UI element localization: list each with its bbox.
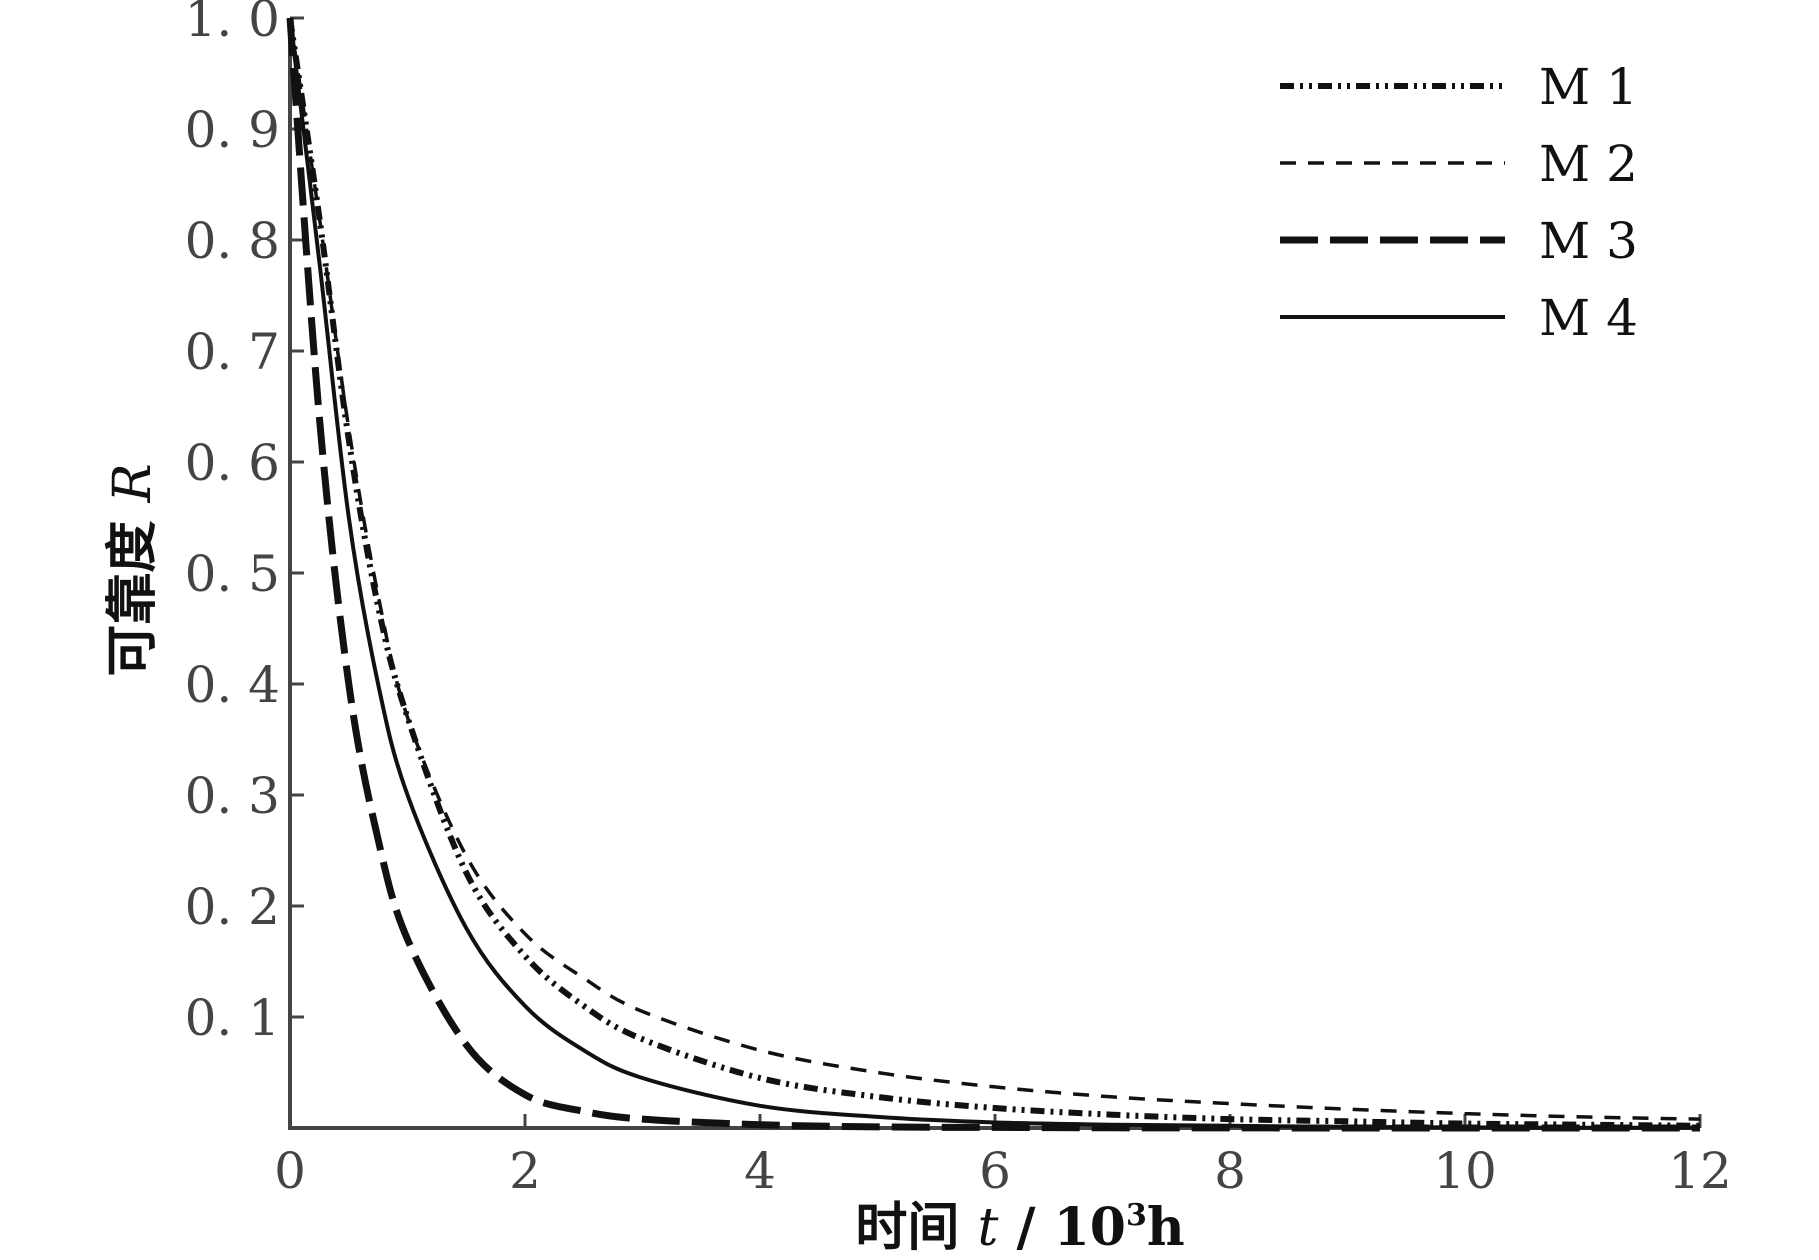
x-axis-title-unit: h	[1147, 1197, 1185, 1258]
x-tick-label: 8	[1214, 1142, 1246, 1200]
y-tick-label: 0. 6	[185, 434, 280, 492]
x-axis-title-var: t	[977, 1198, 998, 1258]
x-axis-title: 时间 t / 103h	[855, 1197, 1184, 1258]
axes: 0 2 4 6 8 10 12 0. 1 0. 2 0. 3 0. 4 0. 5 0. 6 0. 7 0. …	[185, 0, 1732, 1200]
legend-label-1: M 1	[1539, 58, 1638, 116]
x-tick-label: 0	[274, 1142, 306, 1200]
x-axis-title-base: 10	[1054, 1197, 1126, 1258]
y-tick-label: 0. 7	[185, 323, 280, 381]
legend-label-2: M 2	[1539, 135, 1638, 193]
y-axis-title: 可靠度 R	[102, 463, 163, 676]
x-tick-label: 4	[744, 1142, 776, 1200]
series-line-2	[288, 17, 1701, 1121]
x-tick-label: 6	[979, 1142, 1011, 1200]
x-tick-label: 10	[1433, 1142, 1497, 1200]
y-tick-label: 1. 0	[185, 0, 280, 48]
x-axis-title-sup: 3	[1126, 1198, 1147, 1233]
series-layer	[286, 17, 1701, 1132]
x-tick-label: 12	[1668, 1142, 1732, 1200]
legend: M 1 M 2 M 3 M 4	[1280, 58, 1638, 347]
y-axis-title-var: R	[103, 463, 163, 503]
y-tick-label: 0. 1	[185, 989, 280, 1047]
legend-label-3: M 3	[1539, 212, 1638, 270]
series-line-1	[287, 17, 1701, 1129]
x-tick-label: 2	[509, 1142, 541, 1200]
series-line-3	[286, 17, 1700, 1132]
x-axis-title-prefix: 时间	[855, 1197, 977, 1258]
x-axis-title-sep: /	[998, 1197, 1053, 1258]
y-tick-label: 0. 9	[185, 101, 280, 159]
y-axis-title-prefix: 可靠度	[102, 503, 163, 677]
y-tick-label: 0. 2	[185, 878, 280, 936]
legend-label-4: M 4	[1539, 289, 1638, 347]
y-tick-label: 0. 5	[185, 545, 280, 603]
y-tick-label: 0. 8	[185, 212, 280, 270]
y-tick-label: 0. 4	[185, 656, 280, 714]
series-line-4	[288, 17, 1701, 1130]
y-tick-label: 0. 3	[185, 767, 280, 825]
